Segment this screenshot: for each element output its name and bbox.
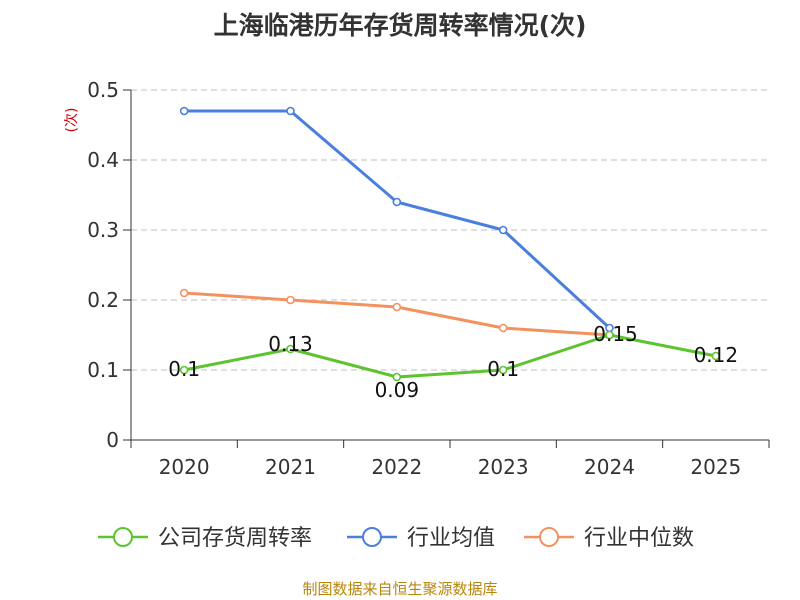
series-line-0	[183, 333, 717, 379]
series-2-point-2021[interactable]	[286, 295, 295, 305]
source-note: 制图数据来自恒生聚源数据库	[302, 580, 498, 598]
series-1-point-2021[interactable]	[286, 106, 295, 116]
x-tick-label-2020: 2020	[159, 455, 210, 479]
legend-swatch-marker-1	[362, 527, 382, 547]
legend-swatch-marker-0	[113, 527, 133, 547]
series-line-2	[184, 291, 610, 337]
series-0-point-2024[interactable]	[605, 330, 614, 340]
y-tick-label-4: 0.4	[87, 148, 119, 172]
y-axis-title: (次)	[64, 108, 80, 133]
series-2-point-2022[interactable]	[392, 302, 402, 312]
y-tick-label-2: 0.2	[87, 288, 119, 312]
series-0-point-2023[interactable]	[498, 365, 508, 375]
y-tick-label-5: 0.5	[87, 78, 119, 102]
x-tick-label-2025: 2025	[690, 455, 741, 479]
series-0-point-2025[interactable]	[711, 351, 721, 361]
legend-item-1[interactable]: 行业均值	[347, 526, 495, 551]
x-tick-label-2024: 2024	[584, 455, 635, 479]
data-label-2022: 0.09	[375, 378, 420, 402]
x-tick-label-2021: 2021	[265, 455, 316, 479]
data-label-2020: 0.1	[168, 357, 200, 381]
y-tick-label-0: 0	[106, 428, 119, 452]
legend-label-1: 行业均值	[407, 526, 495, 551]
data-label-2024: 0.15	[593, 322, 638, 346]
series-1-point-2020[interactable]	[179, 106, 189, 116]
data-labels: 0.1 0.13 0.09 0.1 0.15 0.12	[168, 322, 738, 402]
legend-label-0: 公司存货周转率	[158, 526, 312, 551]
series-1-point-2023[interactable]	[498, 225, 508, 235]
series-2-point-2020[interactable]	[179, 288, 189, 298]
series-1-point-2022[interactable]	[392, 197, 402, 207]
legend-item-0[interactable]: 公司存货周转率	[98, 526, 312, 551]
legend-swatch-marker-2	[539, 527, 559, 547]
x-tick-label-2022: 2022	[371, 455, 422, 479]
series-0-point-2021[interactable]	[286, 344, 295, 354]
data-label-2021: 0.13	[268, 332, 313, 356]
grid-lines	[131, 89, 769, 371]
axes: 0 0.1 0.2 0.3 0.4 0.5 2020 2021 2022 2023 2024 2025…	[64, 78, 770, 479]
data-label-2023: 0.1	[487, 357, 519, 381]
series-lines	[179, 106, 721, 382]
series-0-point-2020[interactable]	[179, 365, 189, 375]
data-label-2025: 0.12	[694, 343, 739, 367]
series-2-point-2023[interactable]	[498, 323, 508, 333]
chart-title: 上海临港历年存货周转率情况(次)	[213, 11, 587, 40]
y-tick-label-1: 0.1	[87, 358, 119, 382]
legend: 公司存货周转率 行业均值 行业中位数	[98, 526, 694, 551]
series-0-point-2022[interactable]	[392, 372, 402, 382]
y-tick-label-3: 0.3	[87, 218, 119, 242]
legend-label-2: 行业中位数	[584, 526, 694, 551]
legend-item-2[interactable]: 行业中位数	[524, 526, 694, 551]
series-line-1	[184, 109, 611, 330]
x-tick-label-2023: 2023	[478, 455, 529, 479]
